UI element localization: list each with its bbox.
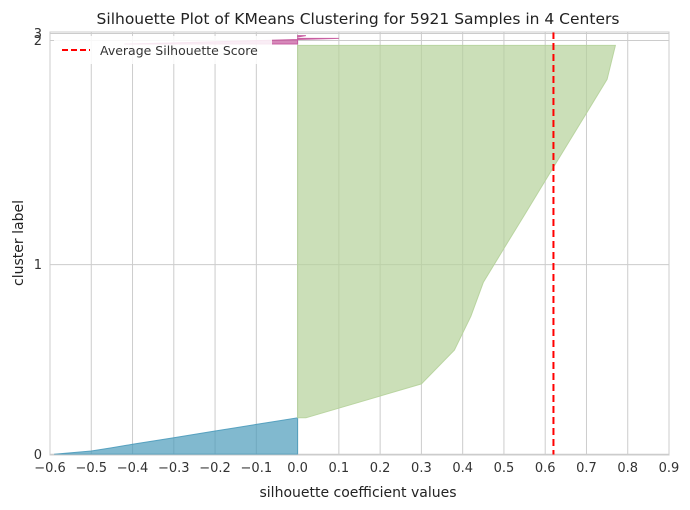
x-tick-label: 0.5 (494, 461, 515, 476)
x-tick-label: −0.4 (117, 461, 149, 476)
x-axis-label: silhouette coefficient values (260, 485, 457, 501)
cluster-3-area (297, 35, 306, 38)
plot-frame (49, 31, 670, 456)
cluster-areas (54, 35, 617, 455)
x-tick-label: −0.1 (241, 461, 273, 476)
x-tick-labels: −0.6 −0.5 −0.4 −0.3 −0.2 −0.1 0.0 0.1 0.2 0.3 0.4 0… (34, 461, 679, 476)
y-tick-label: 2 (34, 34, 42, 49)
cluster-1-area (297, 44, 617, 419)
x-tick-label: 0.6 (535, 461, 556, 476)
x-tick-label: −0.3 (158, 461, 190, 476)
x-tick-label: −0.5 (75, 461, 107, 476)
y-axis-label: cluster label (11, 200, 27, 286)
x-tick-label: 0.1 (329, 461, 350, 476)
y-tick-label: 3 (34, 27, 42, 42)
y-tick-label: 1 (34, 258, 42, 273)
x-tick-label: −0.2 (199, 461, 231, 476)
legend-label: Average Silhouette Score (100, 43, 258, 58)
x-tick-label: 0.7 (576, 461, 597, 476)
chart-title: Silhouette Plot of KMeans Clustering for… (97, 10, 620, 28)
x-tick-label: 0.2 (370, 461, 391, 476)
x-tick-label: 0.8 (617, 461, 638, 476)
plot-area (49, 31, 670, 456)
x-tick-label: 0.4 (452, 461, 473, 476)
x-tick-label: 0.0 (287, 461, 308, 476)
x-tick-label: 0.9 (659, 461, 680, 476)
x-tick-label: 0.3 (411, 461, 432, 476)
legend: Average Silhouette Score (54, 36, 272, 64)
y-tick-label: 0 (34, 448, 42, 463)
cluster-0-area (54, 417, 299, 455)
x-tick-label: −0.6 (34, 461, 66, 476)
legend-box (54, 36, 272, 64)
y-tick-labels: 0 1 23 (34, 27, 42, 463)
